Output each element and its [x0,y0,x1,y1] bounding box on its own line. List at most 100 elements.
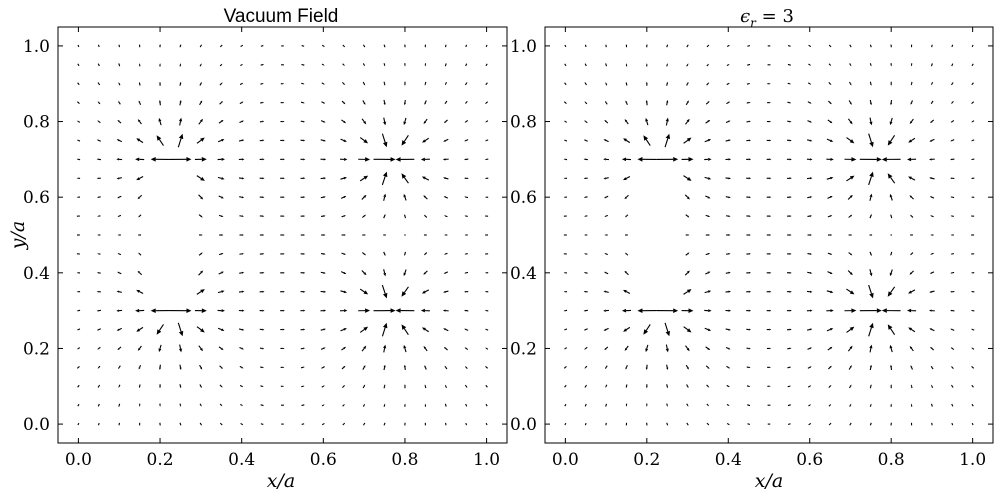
quiver-arrow [361,252,366,256]
quiver-arrow [909,345,914,352]
quiver-arrow [951,403,954,407]
quiver-arrow [259,234,265,236]
quiver-arrow [726,44,730,48]
quiver-arrow [807,120,812,123]
x-tick-label: 0.6 [796,450,823,470]
quiver-arrow [625,63,628,67]
quiver-arrow [136,289,144,295]
quiver-arrow [442,158,449,161]
quiver-arrow [259,290,265,293]
quiver-arrow [766,215,772,217]
quiver-arrow [646,384,648,389]
quiver-arrow [423,345,428,352]
quiver-arrow [786,309,792,312]
quiver-arrow [76,365,80,369]
quiver-arrow [219,384,223,388]
quiver-arrow [806,177,813,180]
quiver-arrow [485,82,488,86]
quiver-arrow [705,119,711,124]
quiver-arrow [869,384,872,389]
y-axis-ticks: 0.0 0.2 0.4 0.6 0.8 1.0 [510,37,993,435]
quiver-arrow [806,309,813,312]
quiver-arrow [169,308,192,313]
quiver-arrow [217,290,225,294]
quiver-arrow [340,271,347,274]
quiver-arrow [645,117,649,126]
quiver-arrow [485,196,489,198]
quiver-arrow [116,139,122,143]
quiver-arrow [847,270,853,276]
quiver-arrow [584,403,587,407]
quiver-arrow [686,384,689,389]
quiver-arrow [704,309,712,313]
quiver-arrow [97,234,101,236]
quiver-arrow [138,364,142,370]
quiver-arrow [464,196,469,199]
quiver-arrow [194,157,207,162]
quiver-arrow [179,63,182,67]
quiver-arrow [300,139,306,142]
quiver-arrow [604,234,608,236]
quiver-arrow [623,326,631,332]
quiver-arrow [219,82,223,86]
quiver-arrow [766,139,772,142]
quiver-arrow [685,118,690,125]
quiver-arrow [929,290,935,293]
quiver-arrow [684,194,690,200]
quiver-arrow [341,100,346,105]
quiver-arrow [846,288,855,295]
quiver-arrow [97,384,101,388]
quiver-arrow [605,403,608,407]
quiver-arrow [583,177,588,180]
quiver-arrow [637,308,657,313]
quiver-arrow [300,328,306,331]
quiver-arrow [664,133,671,148]
quiver-arrow [403,364,406,371]
quiver-arrow [238,328,245,331]
quiver-arrow [623,175,631,181]
quiver-arrow [766,328,772,331]
quiver-arrow [849,422,852,426]
quiver-arrow [443,290,449,293]
quiver-arrow [646,63,648,67]
quiver-arrow [807,82,812,85]
x-tick-label: 1.0 [473,450,500,470]
quiver-arrow [971,82,974,86]
y-tick-label: 0.4 [510,264,537,284]
quiver-arrow [604,271,609,275]
quiver-arrow [971,196,975,198]
quiver-arrow [705,346,711,351]
quiver-arrow [464,328,469,331]
quiver-arrow [77,120,81,123]
quiver-arrow [239,196,245,199]
quiver-arrow [403,344,407,353]
quiver-arrow [808,422,812,426]
quiver-arrow [150,157,170,162]
quiver-arrow [746,309,752,312]
quiver-arrow [117,214,122,217]
quiver-arrow [239,365,244,369]
quiver-arrow [971,384,974,388]
quiver-arrow [746,120,751,123]
quiver-arrow [199,403,202,407]
quiver-arrow [342,422,346,426]
quiver-arrow [340,157,348,161]
quiver-arrow [726,82,730,86]
quiver-arrow [485,139,489,142]
quiver-arrow [443,177,449,180]
quiver-arrow [704,157,712,161]
quiver-arrow [564,384,567,388]
quiver-arrow [199,384,202,389]
quiver-arrow [848,234,853,236]
quiver-arrow [464,158,469,161]
quiver-arrow [97,365,101,369]
quiver-arrow [159,384,161,389]
quiver-arrow [280,290,285,293]
quiver-arrow [177,133,184,148]
quiver-arrow [786,328,792,331]
quiver-arrow [260,63,264,66]
quiver-arrow [342,82,346,86]
quiver-arrow [786,271,792,274]
quiver-arrow [828,63,832,66]
quiver-arrow [929,309,935,312]
